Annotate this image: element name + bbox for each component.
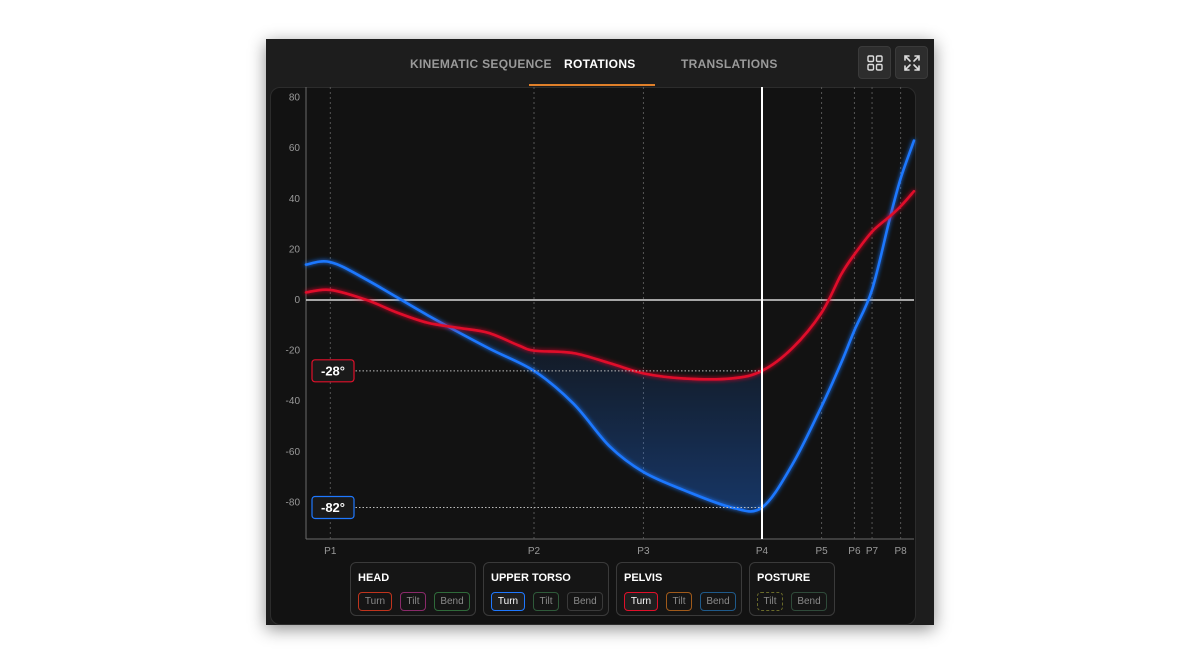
torso-pelvis-separation-fill: [458, 327, 762, 509]
y-tick-label: -80: [286, 497, 301, 508]
rotation-chart: 80 60 40 20 0 -20 -40 -60 -80 P1 P2 P3 P4 P5 P6 P7 P8 -2…: [286, 87, 916, 557]
phase-marker-label: P1: [324, 546, 337, 557]
expand-icon: [904, 55, 920, 71]
toggle-head-tilt[interactable]: Tilt: [400, 592, 426, 611]
tab-translations[interactable]: TRANSLATIONS: [681, 57, 778, 71]
toggle-posture-tilt[interactable]: Tilt: [757, 592, 783, 611]
y-tick-label: -60: [286, 447, 301, 458]
phase-marker-label: P8: [894, 546, 907, 557]
fullscreen-button[interactable]: [895, 46, 928, 79]
y-tick-label: 0: [294, 295, 300, 306]
legend-group-posture: POSTURE Tilt Bend: [749, 562, 835, 616]
legend-group-title: HEAD: [358, 572, 390, 584]
toggle-pelvis-tilt[interactable]: Tilt: [666, 592, 692, 611]
y-tick-label: -40: [286, 396, 301, 407]
value-label-box: [311, 359, 355, 383]
value-label-box: [311, 495, 355, 520]
toggle-pelvis-turn[interactable]: Turn: [624, 592, 658, 611]
phase-marker-label: P5: [815, 546, 828, 557]
legend-group-head: HEAD Turn Tilt Bend: [350, 562, 476, 616]
toggle-head-turn[interactable]: Turn: [358, 592, 392, 611]
toggle-upper-torso-bend[interactable]: Bend: [567, 592, 603, 611]
y-tick-label: 40: [289, 194, 301, 205]
grid-icon: [867, 55, 883, 71]
y-tick-label: -20: [286, 346, 301, 357]
grid-view-button[interactable]: [858, 46, 891, 79]
phase-marker-label: P2: [528, 546, 541, 557]
tab-kinematic-sequence[interactable]: KINEMATIC SEQUENCE: [410, 57, 552, 71]
value-label-text: -28°: [321, 363, 345, 378]
toggle-upper-torso-turn[interactable]: Turn: [491, 592, 525, 611]
phase-marker-label: P6: [848, 546, 861, 557]
toggle-posture-bend[interactable]: Bend: [791, 592, 827, 611]
phase-marker-label: P4: [756, 546, 769, 557]
legend-group-title: UPPER TORSO: [491, 572, 571, 584]
tab-rotations[interactable]: ROTATIONS: [564, 57, 636, 71]
active-tab-indicator: [529, 84, 655, 86]
pelvis-turn-line: [304, 189, 916, 381]
phase-marker-label: P7: [866, 546, 879, 557]
y-tick-label: 80: [289, 93, 301, 104]
rotations-panel: KINEMATIC SEQUENCE ROTATIONS TRANSLATION…: [266, 39, 934, 625]
upper-torso-turn-line: [304, 139, 916, 513]
y-tick-label: 20: [289, 244, 301, 255]
y-tick-label: 60: [289, 143, 301, 154]
toggle-pelvis-bend[interactable]: Bend: [700, 592, 736, 611]
toggle-head-bend[interactable]: Bend: [434, 592, 470, 611]
chart-area: [270, 87, 916, 625]
value-label-text: -82°: [321, 500, 345, 515]
legend-group-pelvis: PELVIS Turn Tilt Bend: [616, 562, 742, 616]
legend-group-title: POSTURE: [757, 572, 811, 584]
toggle-upper-torso-tilt[interactable]: Tilt: [533, 592, 559, 611]
legend-group-title: PELVIS: [624, 572, 663, 584]
phase-marker-label: P3: [637, 546, 650, 557]
tab-bar: KINEMATIC SEQUENCE ROTATIONS TRANSLATION…: [266, 39, 934, 87]
legend-group-upper-torso: UPPER TORSO Turn Tilt Bend: [483, 562, 609, 616]
